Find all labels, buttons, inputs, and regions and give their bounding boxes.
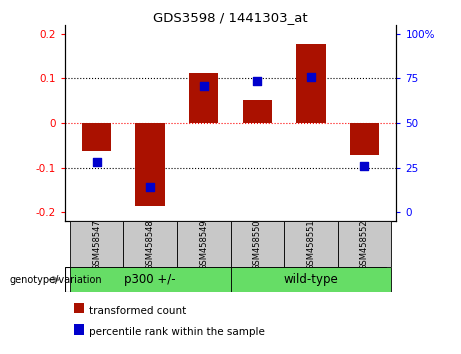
Bar (82, 123, 112, 151)
Text: percentile rank within the sample: percentile rank within the sample (89, 327, 265, 337)
Bar (242, 100, 272, 123)
Bar (284, 221, 337, 267)
Bar (136, 123, 165, 206)
Bar (124, 221, 177, 267)
Text: GSM458548: GSM458548 (146, 219, 155, 270)
Bar (74, 303, 84, 313)
Text: GSM458547: GSM458547 (92, 219, 101, 270)
Point (93, 159, 100, 165)
Text: GSM458550: GSM458550 (253, 219, 262, 270)
Title: GDS3598 / 1441303_at: GDS3598 / 1441303_at (153, 11, 308, 24)
Bar (70, 267, 230, 292)
Bar (337, 221, 391, 267)
Bar (74, 324, 84, 335)
Point (147, 184, 154, 190)
Point (307, 75, 314, 80)
Bar (177, 221, 230, 267)
Text: GSM458549: GSM458549 (199, 219, 208, 270)
Bar (230, 221, 284, 267)
Bar (349, 123, 379, 155)
Bar (70, 221, 124, 267)
Text: GSM458551: GSM458551 (306, 219, 315, 270)
Text: transformed count: transformed count (89, 306, 186, 316)
Point (200, 83, 207, 89)
Text: genotype/variation: genotype/variation (9, 275, 102, 285)
Text: GSM458552: GSM458552 (360, 219, 369, 270)
Text: wild-type: wild-type (284, 273, 338, 286)
Bar (296, 44, 325, 123)
Bar (189, 73, 219, 123)
Text: p300 +/-: p300 +/- (124, 273, 176, 286)
Point (254, 79, 261, 84)
Bar (230, 267, 391, 292)
Point (361, 164, 368, 169)
